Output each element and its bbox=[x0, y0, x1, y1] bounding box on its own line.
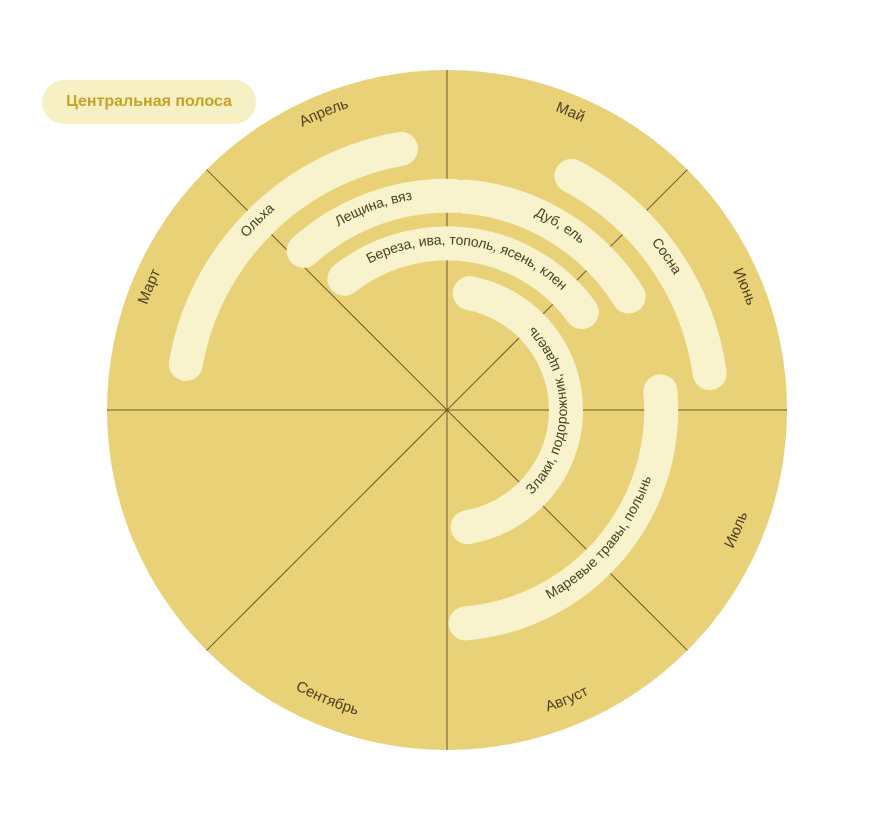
region-badge: Центральная полоса bbox=[42, 80, 256, 124]
region-badge-label: Центральная полоса bbox=[66, 93, 232, 111]
